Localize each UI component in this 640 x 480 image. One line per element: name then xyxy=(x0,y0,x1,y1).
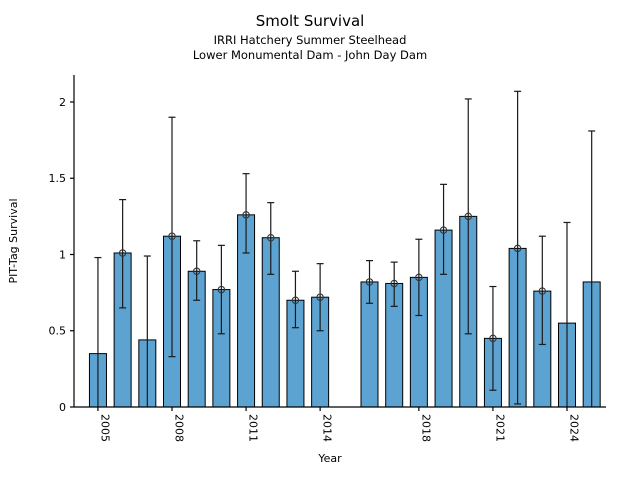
point-marker-2013 xyxy=(291,296,300,304)
chart-title: Smolt Survival xyxy=(255,12,365,30)
point-marker-2021 xyxy=(489,334,497,343)
chart-subtitle-line1: IRRI Hatchery Summer Steelhead xyxy=(213,33,407,47)
y-tick-label: 1.5 xyxy=(49,172,67,185)
x-axis-label: Year xyxy=(317,452,342,465)
y-tick-label: 0.5 xyxy=(49,325,67,338)
y-tick-label: 0 xyxy=(59,401,66,414)
point-marker-2022 xyxy=(513,244,522,253)
chart-subtitle-line2: Lower Monumental Dam - John Day Dam xyxy=(192,48,428,62)
x-tick-label: 2024 xyxy=(567,414,580,442)
y-axis-label: PIT-Tag Survival xyxy=(7,198,20,283)
x-tick-label: 2011 xyxy=(247,414,260,442)
x-tick-label: 2005 xyxy=(98,414,111,442)
y-tick-label: 1 xyxy=(59,248,66,261)
x-tick-label: 2008 xyxy=(173,414,186,442)
point-marker-2010 xyxy=(217,285,226,294)
point-marker-2008 xyxy=(168,232,176,240)
point-marker-2018 xyxy=(415,273,423,282)
point-marker-2016 xyxy=(365,278,374,286)
point-marker-2006 xyxy=(118,249,127,257)
point-marker-2011 xyxy=(242,211,250,219)
point-marker-2020 xyxy=(464,212,472,221)
point-marker-2019 xyxy=(439,226,448,234)
x-tick-label: 2021 xyxy=(493,414,506,442)
point-marker-2012 xyxy=(267,233,275,242)
point-marker-2017 xyxy=(390,279,398,288)
x-tick-label: 2018 xyxy=(419,414,432,442)
y-tick-label: 2 xyxy=(59,96,66,109)
point-marker-2023 xyxy=(538,287,547,295)
point-marker-2009 xyxy=(192,267,201,276)
x-tick-label: 2014 xyxy=(321,414,334,442)
point-marker-2014 xyxy=(316,293,324,301)
